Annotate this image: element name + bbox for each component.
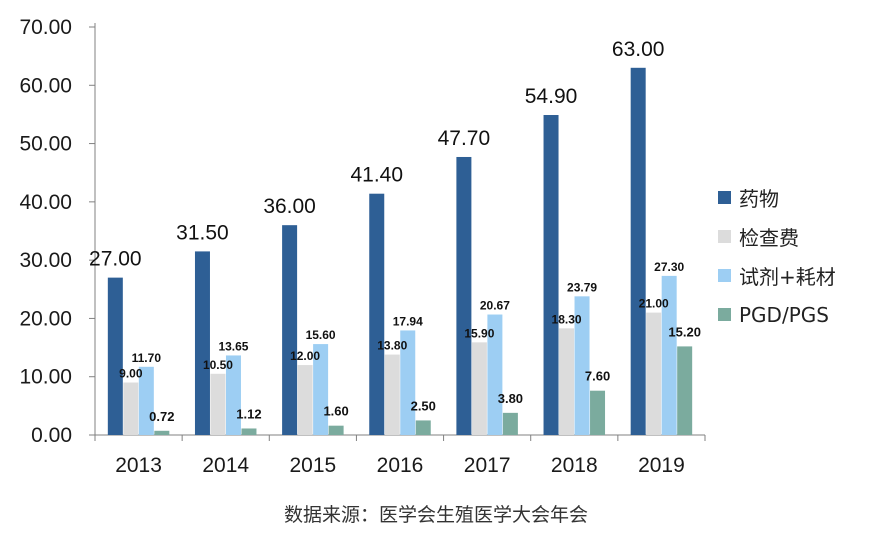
y-tick-label: 70.00	[19, 16, 72, 39]
data-label: 27.30	[654, 260, 684, 274]
data-label: 23.79	[567, 280, 597, 294]
bar	[487, 314, 503, 435]
data-label: 7.60	[585, 369, 610, 384]
bar	[646, 312, 662, 435]
bar	[107, 277, 123, 435]
bar	[154, 430, 170, 435]
x-tick-label: 2019	[638, 454, 685, 477]
data-label: 0.72	[149, 409, 174, 424]
y-tick-label: 10.00	[19, 366, 72, 389]
data-label: 12.00	[290, 349, 320, 363]
legend-item: 药物	[718, 178, 836, 217]
data-label: 11.70	[132, 351, 162, 365]
data-labels: 27.00 9.00 11.70 0.72 31.50 10.50 13.65 1.12 36.…	[89, 38, 701, 424]
legend-label: 检查费	[739, 226, 799, 250]
data-label: 15.90	[464, 326, 494, 340]
bar	[543, 115, 559, 436]
data-label: 2.50	[411, 398, 436, 413]
bar	[456, 156, 472, 435]
bar	[369, 193, 385, 435]
bar	[123, 382, 139, 435]
data-label: 31.50	[176, 221, 229, 244]
data-label: 18.30	[552, 312, 582, 326]
data-label: 13.65	[218, 339, 248, 353]
bar	[210, 373, 226, 435]
x-tick-label: 2017	[464, 454, 511, 477]
bar	[282, 225, 298, 435]
bar	[590, 390, 606, 435]
bar	[328, 425, 344, 435]
bar	[313, 344, 329, 435]
legend-label: PGD/PGS	[739, 302, 829, 327]
bar	[630, 67, 646, 436]
data-label: 20.67	[480, 299, 510, 313]
legend-swatch	[718, 269, 731, 282]
bar	[661, 275, 677, 435]
data-label: 10.50	[203, 358, 233, 372]
y-axis: 0.00 10.00 20.00 30.00 40.00 50.00 60.00 70.00	[19, 16, 96, 447]
bar	[241, 428, 257, 435]
y-tick-label: 0.00	[31, 424, 72, 447]
y-tick-label: 20.00	[19, 307, 72, 330]
data-label: 17.94	[393, 314, 423, 328]
data-label: 63.00	[612, 38, 665, 61]
data-label: 47.70	[438, 127, 491, 150]
data-label: 54.90	[525, 85, 578, 108]
data-label: 41.40	[350, 164, 403, 187]
y-tick-label: 50.00	[19, 133, 72, 156]
bar	[297, 365, 313, 435]
legend: 药物 检查费 试剂+耗材 PGD/PGS	[718, 178, 836, 334]
x-axis: 2013 2014 2015 2016 2017 2018 2019	[94, 434, 706, 477]
bar	[138, 366, 154, 435]
data-label: 27.00	[89, 248, 142, 271]
x-tick-label: 2016	[377, 454, 424, 477]
bar	[559, 328, 575, 435]
y-tick-label: 40.00	[19, 191, 72, 214]
data-source-caption: 数据来源：医学会生殖医学大会年会	[283, 504, 588, 526]
bar	[502, 412, 518, 435]
legend-swatch	[718, 191, 731, 204]
data-label: 1.12	[236, 406, 261, 421]
data-label: 15.20	[668, 324, 701, 339]
data-label: 21.00	[639, 297, 669, 311]
legend-label: 药物	[739, 187, 779, 211]
bar	[225, 355, 241, 435]
x-tick-label: 2013	[115, 454, 162, 477]
bar	[471, 342, 487, 435]
x-tick-label: 2014	[202, 454, 249, 477]
legend-swatch	[718, 308, 731, 321]
legend-label: 试剂+耗材	[739, 265, 836, 289]
data-label: 1.60	[323, 404, 348, 419]
bar	[194, 251, 210, 435]
data-label: 3.80	[498, 391, 523, 406]
bar	[400, 330, 416, 435]
data-label: 9.00	[119, 367, 143, 381]
legend-item: 检查费	[718, 217, 836, 256]
legend-swatch	[718, 230, 731, 243]
x-tick-label: 2018	[551, 454, 598, 477]
legend-item: 试剂+耗材	[718, 256, 836, 295]
data-label: 36.00	[263, 195, 316, 218]
y-tick-label: 60.00	[19, 74, 72, 97]
legend-item: PGD/PGS	[718, 295, 836, 334]
bar	[574, 296, 590, 435]
bar	[384, 354, 400, 435]
y-tick-label: 30.00	[19, 249, 72, 272]
bar	[415, 420, 431, 435]
data-label: 15.60	[306, 328, 336, 342]
bar	[677, 346, 693, 435]
x-tick-label: 2015	[289, 454, 336, 477]
bars	[107, 67, 693, 436]
data-label: 13.80	[377, 339, 407, 353]
